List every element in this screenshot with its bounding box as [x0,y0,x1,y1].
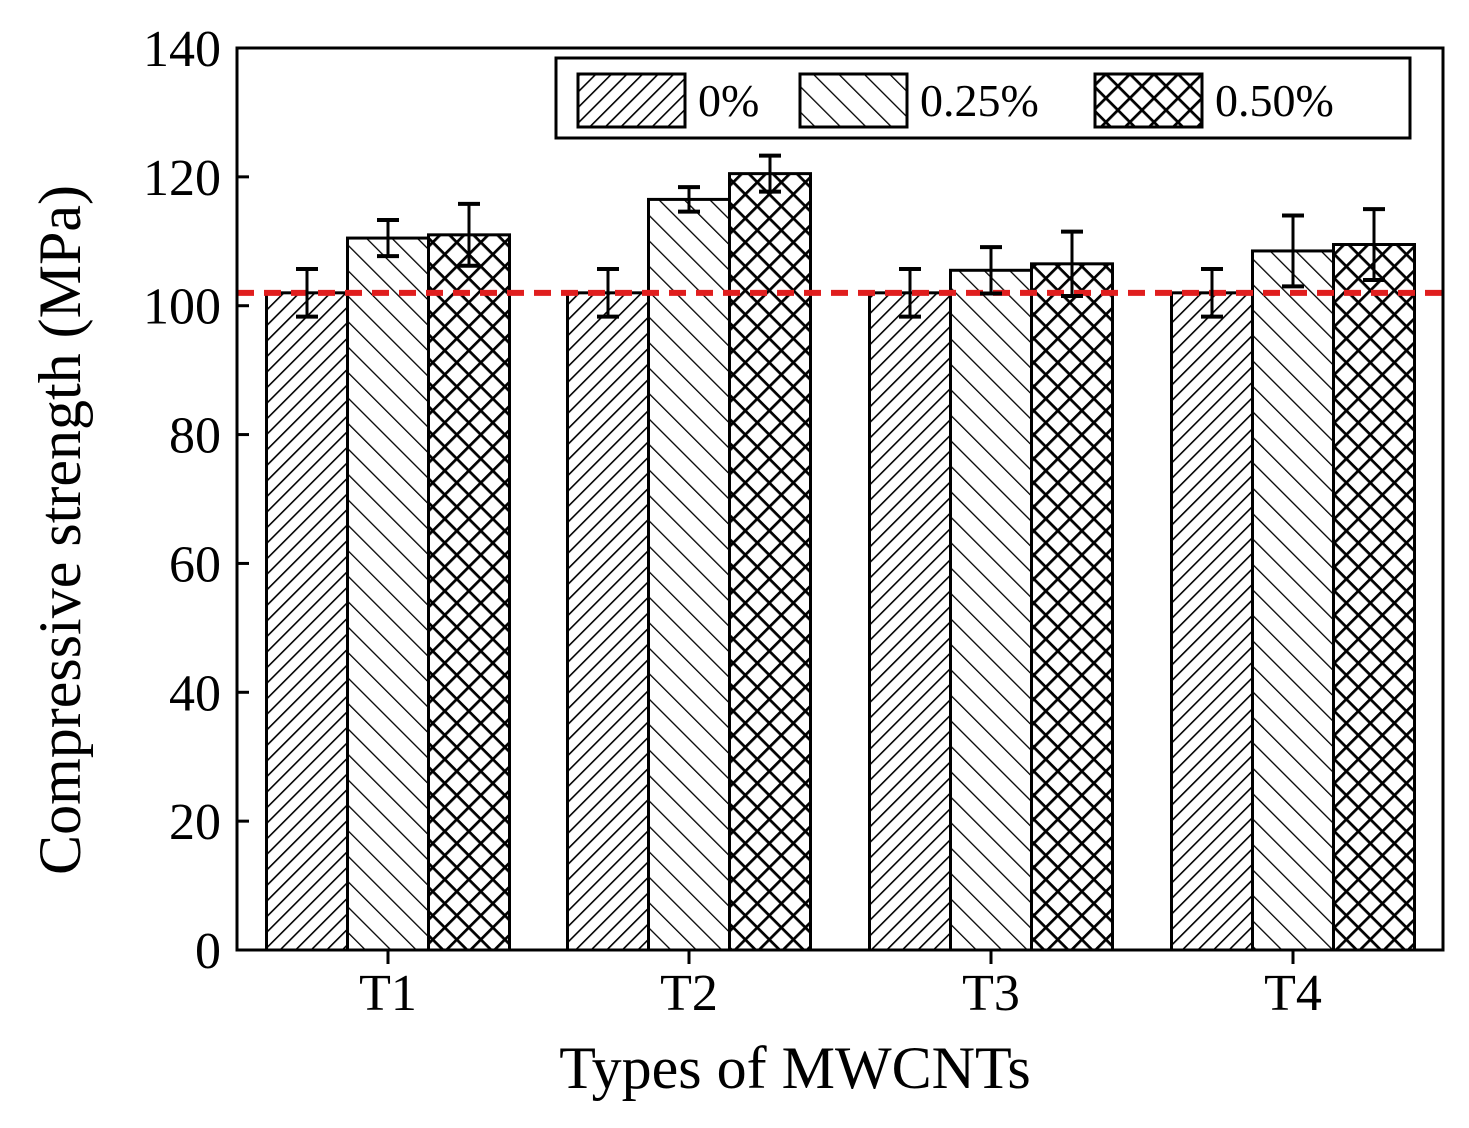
bar-t3-series-0 [868,291,952,952]
x-axis: T1 T2 T3 T4 [359,950,1322,1022]
error-bar-t3-series-1 [980,245,1002,296]
x-tick-label-t2: T2 [660,965,718,1022]
y-tick-label-80: 80 [169,408,221,465]
bar-t3-series-2 [1030,262,1114,952]
x-tick-label-t1: T1 [359,965,417,1022]
x-tick-label-t4: T4 [1264,965,1322,1022]
error-bar-t4-series-0 [1201,266,1223,319]
x-tick-label-t3: T3 [962,965,1020,1022]
error-bar-t2-series-0 [597,266,619,319]
y-tick-label-60: 60 [169,536,221,593]
legend-swatch-0pct [576,72,687,129]
bar-t4-series-1 [1251,249,1335,952]
y-axis: 0 20 40 60 80 100 120 140 [143,21,249,980]
legend-label-025pct: 0.25% [920,75,1039,126]
bar-t1-series-1 [346,236,430,952]
y-tick-label-100: 100 [143,279,221,336]
legend-label-0pct: 0% [698,75,759,126]
bars-layer [265,172,1416,952]
bar-t2-series-1 [647,197,731,952]
bar-t3-series-1 [949,268,1033,952]
error-bar-t4-series-2 [1363,207,1385,282]
legend-swatch-025pct [798,72,909,129]
error-bar-t2-series-1 [678,185,700,214]
bar-t1-series-2 [427,233,511,952]
y-tick-label-0: 0 [195,923,221,980]
legend: 0% 0.25% 0.50% [554,56,1412,140]
legend-swatch-050pct [1093,72,1204,129]
bar-t4-series-0 [1170,291,1254,952]
error-bar-t3-series-2 [1061,229,1083,299]
error-bar-t1-series-2 [458,201,480,268]
plot-frame [235,46,1445,952]
legend-frame [554,56,1412,140]
bar-t4-series-2 [1332,243,1416,952]
y-tick-label-140: 140 [143,21,221,78]
error-bar-t1-series-1 [377,218,399,259]
error-bar-t2-series-2 [759,153,781,194]
y-tick-label-20: 20 [169,794,221,851]
error-bar-t4-series-1 [1282,213,1304,289]
error-bars-layer [296,153,1385,319]
error-bar-t3-series-0 [899,266,921,319]
bar-t1-series-0 [265,291,349,952]
y-axis-title: Compressive strength (MPa) [27,185,93,875]
y-tick-label-40: 40 [169,665,221,722]
y-tick-label-120: 120 [143,150,221,207]
bar-t2-series-0 [566,291,650,952]
bar-t2-series-2 [728,172,812,952]
error-bar-t1-series-0 [296,266,318,319]
x-axis-title: Types of MWCNTs [559,1035,1031,1101]
legend-label-050pct: 0.50% [1215,75,1334,126]
